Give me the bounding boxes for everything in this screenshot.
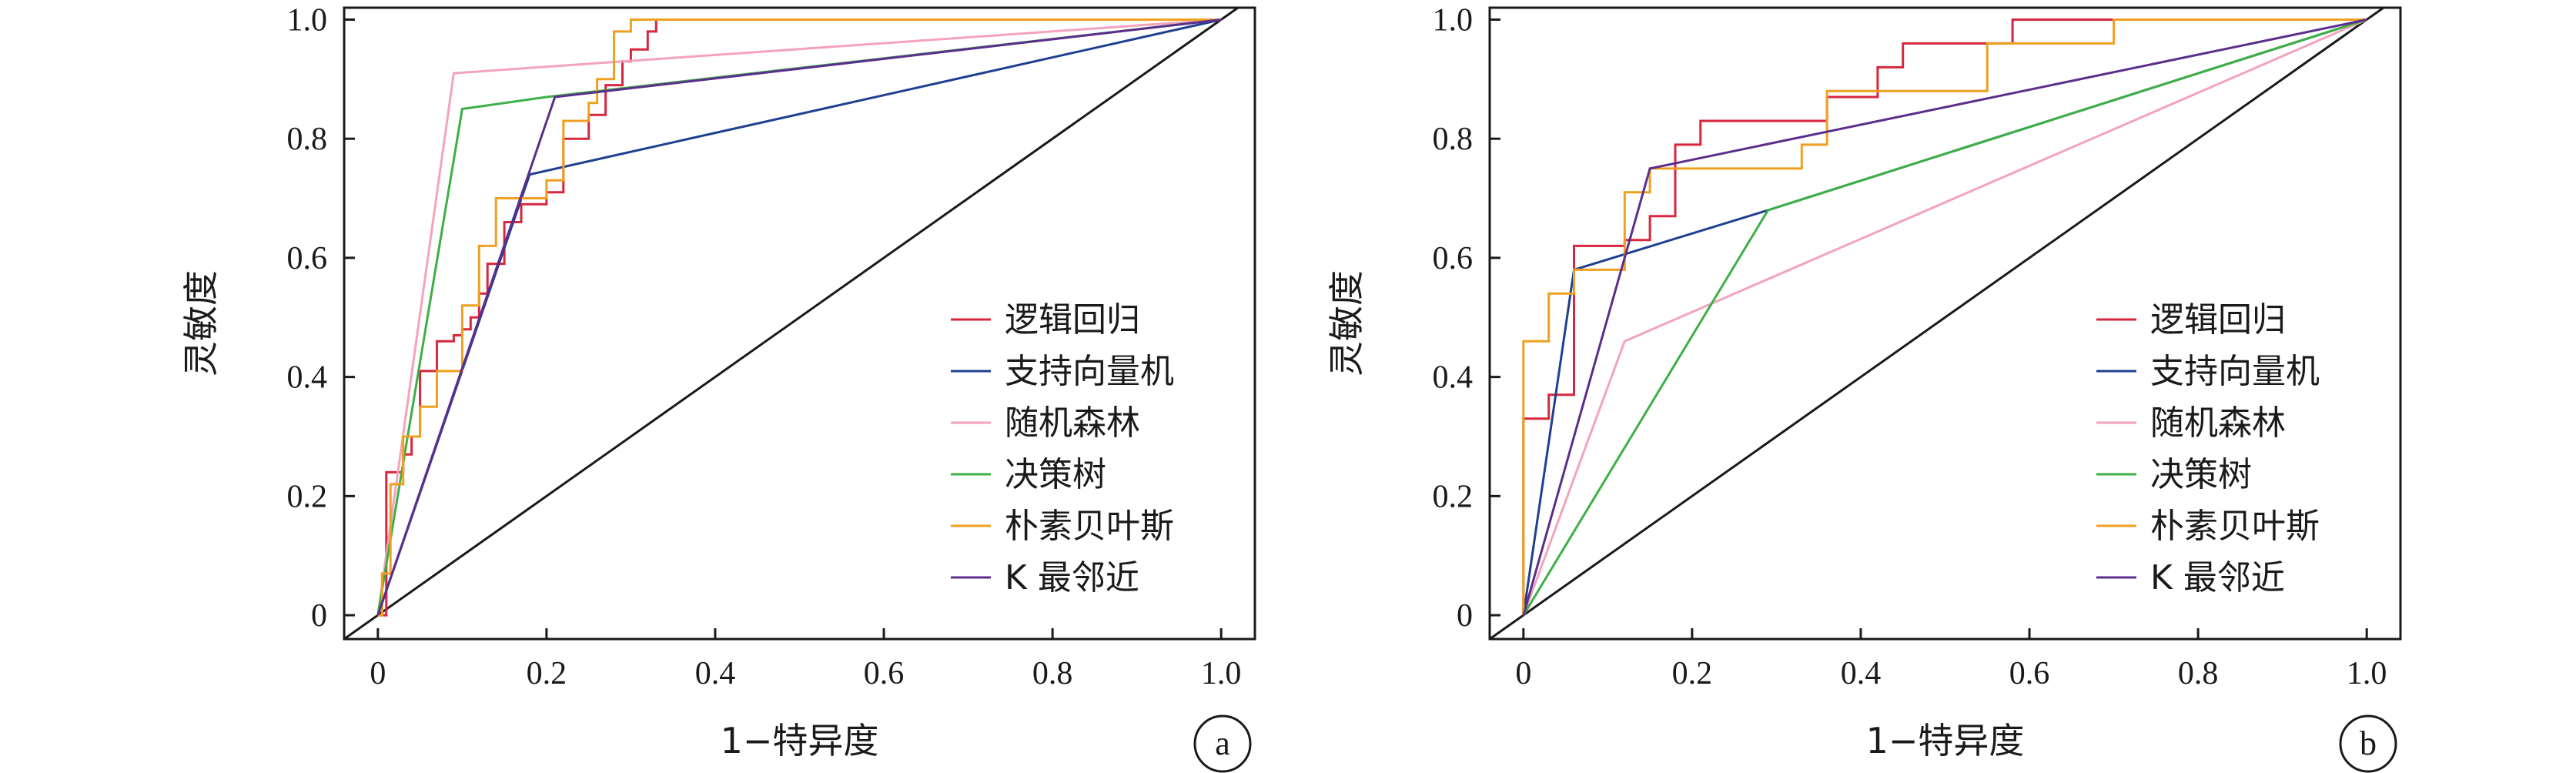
panel-badge-circle <box>1193 714 1252 773</box>
series-line-5 <box>1522 18 2367 616</box>
series-line-1 <box>1522 18 2367 616</box>
x-tick-label: 0.4 <box>695 656 736 691</box>
x-axis-label: 1−特异度 <box>1866 720 2025 761</box>
y-tick-label: 0.2 <box>1433 479 1474 514</box>
y-tick-label: 0.6 <box>287 241 328 276</box>
legend-label-5: 朴素贝叶斯 <box>1005 507 1174 546</box>
x-tick-label: 1.0 <box>1201 656 1242 691</box>
legend-label-6: K 最邻近 <box>2150 558 2285 597</box>
y-tick-label: 0.6 <box>1433 241 1474 276</box>
series-line-6 <box>376 18 1222 616</box>
y-tick-label: 0.2 <box>287 479 328 514</box>
legend-label-4: 决策树 <box>1005 455 1106 494</box>
series-line-4 <box>1522 18 2367 616</box>
y-tick-label: 0 <box>1457 598 1473 634</box>
y-axis-label: 灵敏度 <box>180 270 222 376</box>
y-tick-label: 0.8 <box>287 122 328 157</box>
series-line-3 <box>1522 18 2367 616</box>
y-tick-label: 0.8 <box>1433 122 1474 157</box>
plot-area <box>1490 8 2386 639</box>
plot-frame <box>343 6 1256 641</box>
legend-label-2: 支持向量机 <box>2150 352 2320 391</box>
plot-frame <box>1488 6 2402 641</box>
x-tick-label: 0 <box>1515 656 1531 691</box>
legend-label-1: 逻辑回归 <box>2150 300 2286 340</box>
x-tick-label: 0.8 <box>1032 656 1073 691</box>
diagonal-reference-line <box>344 8 1240 639</box>
x-tick-label: 0.2 <box>527 656 567 691</box>
series-line-5 <box>377 18 1222 617</box>
panel-badge-circle <box>2339 714 2397 773</box>
panel-badge-label: b <box>2360 724 2377 762</box>
legend-label-6: K 最邻近 <box>1005 558 1139 597</box>
x-axis-label: 1−特异度 <box>721 720 879 761</box>
y-tick-label: 1.0 <box>1433 2 1474 38</box>
x-tick-label: 0.2 <box>1672 656 1713 691</box>
x-tick-label: 0.6 <box>2009 656 2050 691</box>
x-tick-label: 0 <box>370 656 386 691</box>
legend-label-3: 随机森林 <box>2150 403 2286 443</box>
x-tick-label: 0.8 <box>2178 656 2219 691</box>
y-tick-label: 0 <box>311 598 327 634</box>
y-tick-label: 1.0 <box>287 2 328 38</box>
legend-label-3: 随机森林 <box>1005 403 1140 443</box>
legend-label-2: 支持向量机 <box>1005 352 1174 391</box>
series-line-6 <box>1522 18 2367 616</box>
legend-label-1: 逻辑回归 <box>1005 300 1140 340</box>
chart-panel-a: 0 0.2 0.4 0.6 0.8 1.0 0 0.2 0.4 0.6 0.8 1.0 1−特异度 灵敏度… <box>180 2 1256 773</box>
series-line-3 <box>376 18 1222 616</box>
y-tick-label: 0.4 <box>1433 360 1474 396</box>
plot-area <box>344 8 1240 639</box>
panel-badge-label: a <box>1215 724 1230 762</box>
legend-label-4: 决策树 <box>2150 455 2252 494</box>
x-tick-label: 0.6 <box>864 656 905 691</box>
chart-panel-b: 0 0.2 0.4 0.6 0.8 1.0 0 0.2 0.4 0.6 0.8 1.0 1−特异度 灵敏度… <box>1326 2 2402 773</box>
y-tick-label: 0.4 <box>287 360 328 396</box>
diagonal-reference-line <box>1490 8 2386 639</box>
legend-label-5: 朴素贝叶斯 <box>2150 507 2320 546</box>
x-tick-label: 1.0 <box>2347 656 2387 691</box>
x-tick-label: 0.4 <box>1841 656 1882 691</box>
y-axis-label: 灵敏度 <box>1326 270 1367 376</box>
